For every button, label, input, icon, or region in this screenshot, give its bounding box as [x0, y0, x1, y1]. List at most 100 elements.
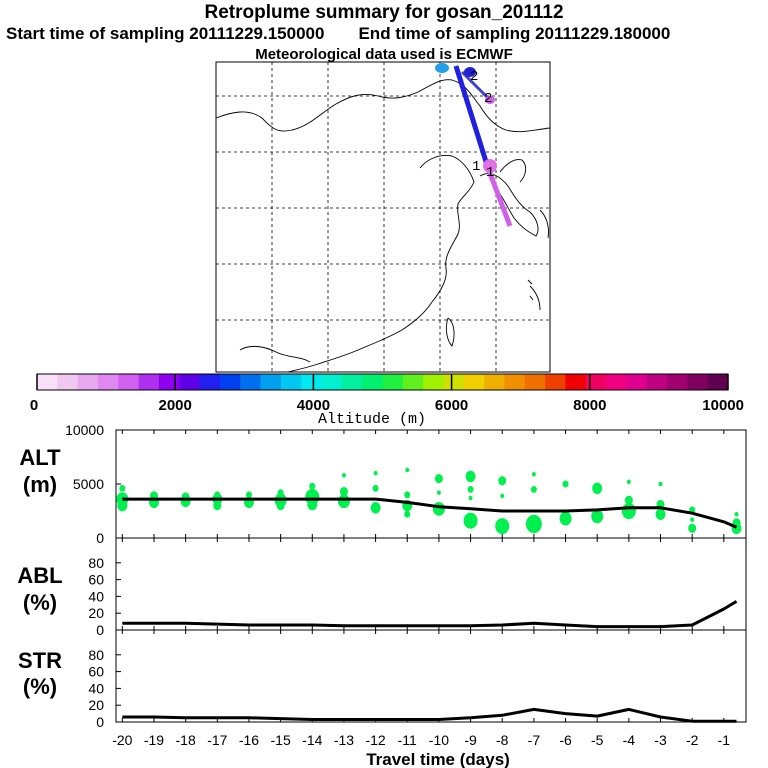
- panel-frame: [115, 537, 747, 631]
- scatter-point: [498, 476, 507, 486]
- scatter-point: [734, 511, 739, 517]
- y-tick-label: 40: [88, 588, 104, 604]
- y-tick-label: 0: [96, 622, 104, 638]
- y-tick-label: 60: [88, 664, 104, 680]
- x-tick-label: -11: [398, 732, 417, 748]
- x-tick-label: -19: [144, 732, 164, 748]
- scatter-point: [465, 470, 476, 483]
- y-tick-label: 80: [88, 647, 104, 663]
- x-tick-label: -4: [623, 732, 636, 748]
- scatter-point: [530, 485, 537, 493]
- x-tick-label: -6: [559, 732, 572, 748]
- colorbar-tick-label: 10000: [702, 397, 744, 414]
- colorbar-swatch: [382, 374, 404, 390]
- x-tick-label: -17: [207, 732, 227, 748]
- scatter-point: [525, 514, 542, 534]
- scatter-point: [276, 501, 285, 511]
- colorbar-swatch: [280, 374, 302, 390]
- scatter-point: [213, 501, 222, 511]
- y-tick-label: 0: [96, 714, 104, 730]
- scatter-point: [531, 471, 536, 477]
- scatter-point: [688, 523, 697, 533]
- colorbar-swatch: [97, 374, 119, 390]
- scatter-point: [626, 479, 631, 485]
- y-axis-unit: (m): [23, 472, 57, 497]
- trajectory-label: 2: [484, 91, 492, 107]
- trajectory-cluster: [485, 96, 495, 104]
- colorbar-swatch: [402, 374, 424, 390]
- sampling-times: Start time of sampling 20111229.150000 En…: [0, 24, 768, 44]
- profile-panels: 1000050000ALT(m)806040200ABL(%)806040200…: [17, 422, 747, 748]
- colorbar-swatch: [667, 374, 688, 390]
- scatter-point: [119, 484, 126, 492]
- y-tick-label: 20: [88, 697, 104, 713]
- colorbar-swatch: [138, 374, 160, 390]
- scatter-point: [690, 517, 695, 522]
- scatter-point: [341, 473, 346, 478]
- x-tick-label: -10: [429, 732, 449, 748]
- x-tick-label: -9: [464, 732, 477, 748]
- x-axis-title: Travel time (days): [366, 750, 510, 768]
- y-tick-label: 10000: [65, 422, 104, 438]
- colorbar-swatch: [707, 374, 729, 390]
- y-tick-label: 20: [88, 605, 104, 621]
- scatter-point: [592, 482, 603, 495]
- scatter-point: [372, 484, 379, 492]
- scatter-point: [117, 499, 128, 512]
- colorbar-swatch: [606, 374, 627, 390]
- scatter-point: [468, 495, 473, 501]
- series-line: [122, 497, 738, 529]
- y-axis-unit: (%): [23, 674, 57, 699]
- scatter-point: [434, 474, 443, 484]
- colorbar-title: Altitude (m): [318, 411, 426, 428]
- x-tick-label: -14: [302, 732, 322, 748]
- scatter-point: [591, 509, 604, 524]
- colorbar-swatch: [423, 374, 444, 390]
- chart-title: Retroplume summary for gosan_201112: [204, 2, 564, 23]
- colorbar-swatch: [484, 374, 505, 390]
- scatter-point: [436, 490, 441, 495]
- colorbar-swatch: [158, 374, 180, 390]
- colorbar-swatch: [179, 374, 200, 390]
- y-tick-label: 40: [88, 680, 104, 696]
- altitude-colorbar: 0 2000 4000 6000 8000 10000: [30, 373, 744, 414]
- scatter-point: [307, 498, 318, 511]
- x-tick-label: -1: [718, 732, 731, 748]
- scatter-point: [495, 518, 510, 535]
- y-tick-label: 80: [88, 555, 104, 571]
- start-time-label: Start time of sampling 20111229.150000: [6, 24, 325, 43]
- scatter-point: [337, 494, 350, 509]
- colorbar-swatch: [585, 374, 607, 390]
- map-grid: [216, 62, 550, 372]
- scatter-point: [405, 467, 410, 473]
- panel-frame: [115, 629, 747, 723]
- scatter-point: [562, 480, 569, 488]
- colorbar-swatch: [199, 374, 221, 390]
- colorbar-tick-label: 4000: [297, 397, 330, 414]
- x-tick-label: -15: [271, 732, 291, 748]
- trajectory-cluster: [435, 63, 449, 73]
- scatter-point: [404, 491, 411, 499]
- end-time-label: End time of sampling 20111229.180000: [358, 24, 671, 43]
- scatter-point: [180, 495, 191, 508]
- colorbar-tick-label: 0: [30, 397, 38, 414]
- scatter-point: [655, 508, 666, 520]
- x-tick-label: -5: [591, 732, 604, 748]
- trajectory-label: 1: [486, 165, 494, 181]
- colorbar-swatch: [260, 374, 282, 390]
- series-line: [122, 707, 737, 723]
- x-tick-label: -13: [334, 732, 354, 748]
- colorbar-swatch: [504, 374, 526, 390]
- x-tick-label: -2: [686, 732, 699, 748]
- scatter-point: [467, 485, 474, 493]
- y-axis-label: ALT: [19, 445, 61, 470]
- panel-frame: [115, 429, 747, 539]
- colorbar-swatch: [118, 374, 140, 390]
- trajectory-label: 1: [472, 159, 480, 175]
- colorbar-swatch: [362, 374, 383, 390]
- x-tick-label: -7: [528, 732, 541, 748]
- scatter-point: [559, 511, 572, 526]
- scatter-point: [500, 493, 505, 499]
- trajectory-segment-low: [485, 167, 513, 227]
- series-line: [122, 600, 738, 629]
